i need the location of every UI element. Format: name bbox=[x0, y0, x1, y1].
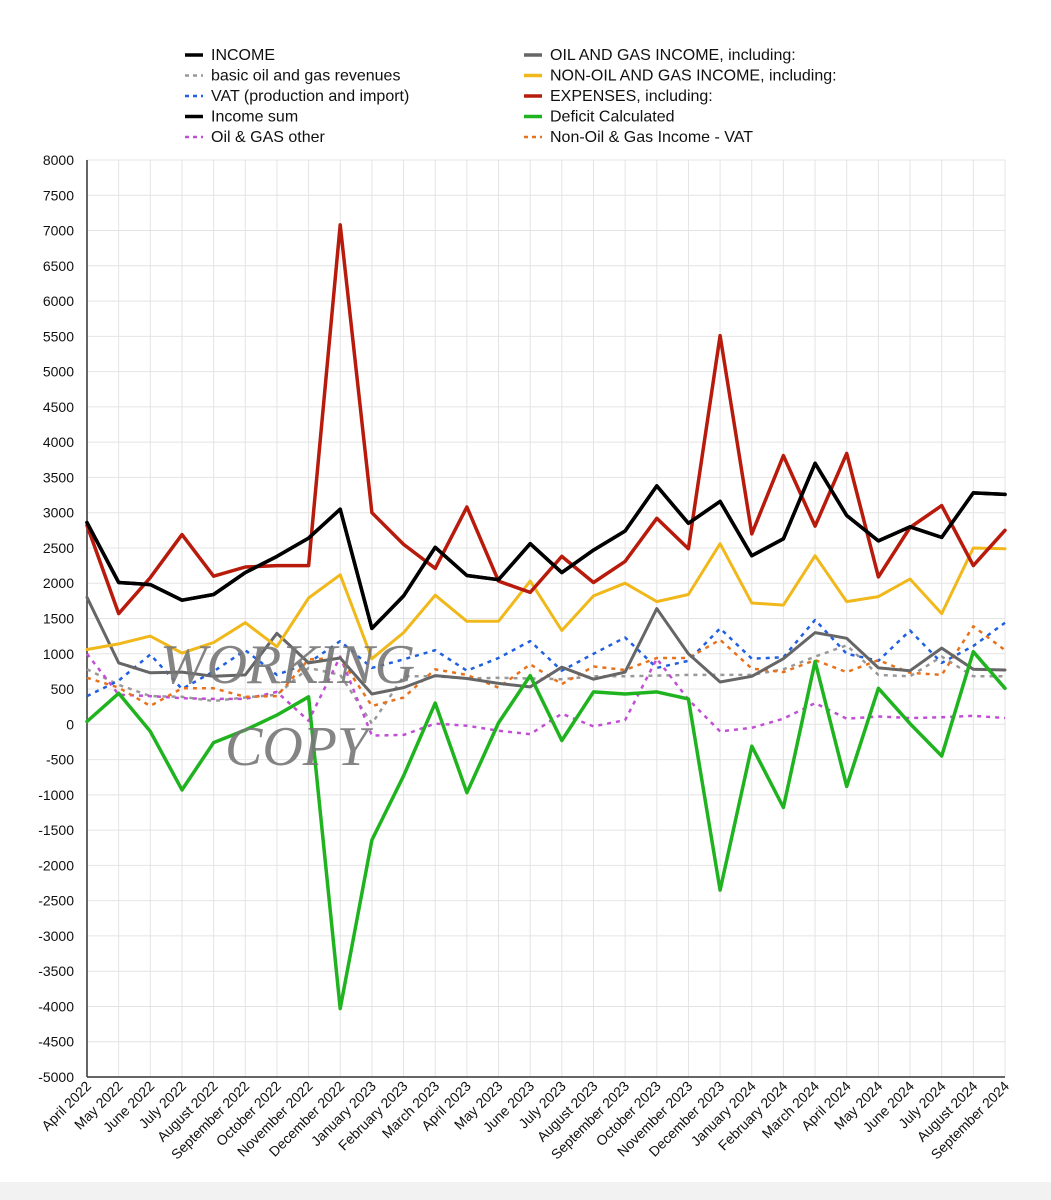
grid-lines bbox=[86, 159, 1006, 1078]
legend-label: OIL AND GAS INCOME, including: bbox=[550, 47, 796, 64]
y-tick-label: 2500 bbox=[43, 540, 74, 556]
y-tick-label: 3000 bbox=[43, 505, 74, 521]
legend-label: Deficit Calculated bbox=[550, 109, 675, 126]
y-axis-tick-labels: 8000750070006500600055005000450040003500… bbox=[38, 152, 74, 1085]
y-tick-label: 6500 bbox=[43, 258, 74, 274]
legend-label: basic oil and gas revenues bbox=[211, 68, 400, 85]
legend-label: Income sum bbox=[211, 109, 298, 126]
series-line-income-sum bbox=[85, 461, 1007, 631]
y-tick-label: -4000 bbox=[38, 998, 74, 1014]
y-tick-label: 0 bbox=[66, 716, 74, 732]
series-line-deficit-calculated bbox=[85, 649, 1007, 1011]
legend-label: NON-OIL AND GAS INCOME, including: bbox=[550, 68, 837, 85]
y-tick-label: 3500 bbox=[43, 469, 74, 485]
y-tick-label: 5500 bbox=[43, 328, 74, 344]
y-tick-label: 1000 bbox=[43, 646, 74, 662]
legend-label: Non-Oil & Gas Income - VAT bbox=[550, 129, 753, 146]
bottom-scroll-strip bbox=[0, 1182, 1051, 1200]
legend-label: Oil & GAS other bbox=[211, 129, 325, 146]
y-tick-label: 6000 bbox=[43, 293, 74, 309]
y-tick-label: 7000 bbox=[43, 223, 74, 239]
legend-label: INCOME bbox=[211, 47, 275, 64]
y-tick-label: -500 bbox=[46, 752, 74, 768]
y-tick-label: -5000 bbox=[38, 1069, 74, 1085]
y-tick-label: 2000 bbox=[43, 575, 74, 591]
y-tick-label: 500 bbox=[51, 681, 75, 697]
series-line-non-oil-and-gas-income-including bbox=[85, 542, 1007, 661]
y-tick-label: -2500 bbox=[38, 893, 74, 909]
y-tick-label: -2000 bbox=[38, 857, 74, 873]
watermark-line-1: WORKING bbox=[160, 634, 415, 696]
series-line-oil-and-gas-income-including bbox=[85, 595, 1007, 696]
y-tick-label: 5000 bbox=[43, 364, 74, 380]
y-tick-label: -1000 bbox=[38, 787, 74, 803]
series-line-basic-oil-and-gas-revenues bbox=[86, 644, 1005, 725]
series-line-expenses-including bbox=[85, 223, 1007, 616]
y-tick-label: -1500 bbox=[38, 822, 74, 838]
y-tick-label: 4500 bbox=[43, 399, 74, 415]
y-tick-label: 8000 bbox=[43, 152, 74, 168]
y-tick-label: -4500 bbox=[38, 1034, 74, 1050]
y-tick-label: -3000 bbox=[38, 928, 74, 944]
axes bbox=[86, 160, 1005, 1078]
series-lines bbox=[85, 223, 1007, 1011]
y-tick-label: 1500 bbox=[43, 611, 74, 627]
legend: INCOME basic oil and gas revenues VAT (pro… bbox=[185, 47, 837, 146]
series-line-oil-gas-other bbox=[86, 653, 1006, 737]
y-tick-label: 4000 bbox=[43, 434, 74, 450]
watermark-line-2: COPY bbox=[225, 716, 374, 778]
series-line-non-oil-gas-income-vat bbox=[86, 625, 1006, 708]
watermark: WORKING COPY bbox=[160, 634, 415, 778]
y-tick-label: -3500 bbox=[38, 963, 74, 979]
legend-label: VAT (production and import) bbox=[211, 88, 409, 105]
legend-label: EXPENSES, including: bbox=[550, 88, 713, 105]
y-tick-label: 7500 bbox=[43, 187, 74, 203]
series-line-vat-production-and-import bbox=[86, 618, 1006, 698]
